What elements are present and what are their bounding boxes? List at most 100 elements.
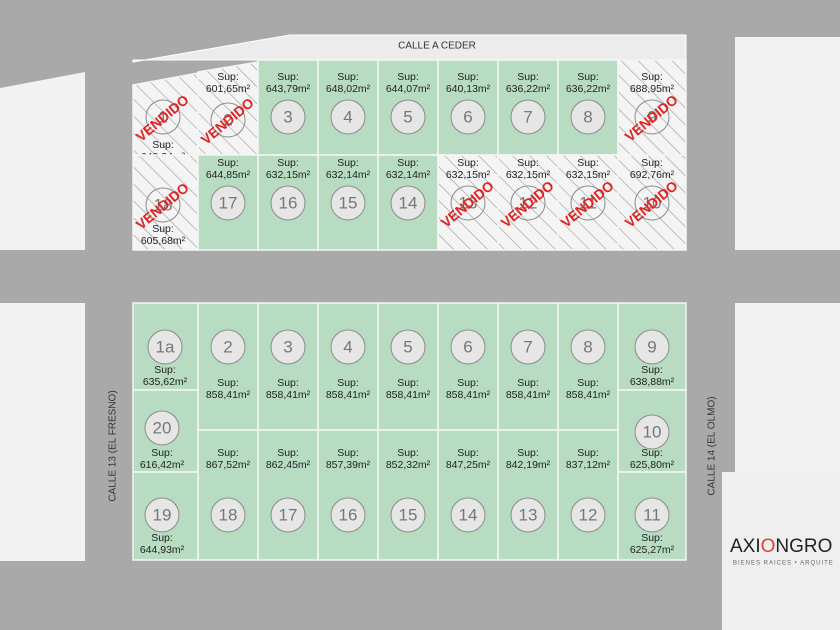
lot-marker — [510, 99, 546, 135]
lot-area-value: 632,15m² — [266, 169, 311, 181]
neighbor-block — [0, 72, 85, 250]
lot-area-value: 858,41m² — [326, 389, 371, 401]
street-name: CALLE A CEDER — [398, 41, 476, 52]
lot-area-value: 636,22m² — [506, 83, 551, 95]
lot-marker — [144, 497, 180, 533]
ceded-strip — [132, 34, 687, 63]
lot: 5 Sup:858,41m² — [377, 302, 439, 431]
lot-area-value: 644,07m² — [386, 83, 431, 95]
area-label: Sup: — [217, 71, 239, 83]
lot-area-value: 643,79m² — [266, 83, 311, 95]
lot-number: 4 — [343, 107, 352, 126]
logo-text: O — [761, 536, 776, 557]
lot-number: 10 — [643, 422, 662, 441]
lot-marker — [390, 185, 426, 221]
lot: 16 Sup:632,15m² — [257, 154, 319, 251]
street-name: CALLE 14 (EL OLMO) — [707, 396, 718, 495]
area-label: Sup: — [397, 447, 419, 459]
neighbor-block — [735, 37, 840, 250]
lot-area-value: 858,41m² — [206, 389, 251, 401]
area-label: Sup: — [641, 157, 663, 169]
lot-area-value: 632,14m² — [326, 169, 371, 181]
lot-area-value: 636,22m² — [566, 83, 611, 95]
lot-marker — [147, 329, 183, 365]
lot: 19 Sup:644,93m² — [132, 471, 199, 561]
lot-marker — [210, 102, 246, 138]
lot-marker — [510, 329, 546, 365]
lot-marker — [390, 497, 426, 533]
lot-area — [617, 154, 687, 251]
lot: 15 Sup:632,14m² — [317, 154, 379, 251]
lot-area — [132, 154, 199, 251]
lot-number: 12 — [519, 193, 538, 212]
area-label: Sup: — [397, 377, 419, 389]
lot-area-value: 625,27m² — [630, 544, 675, 556]
lot: 7 Sup:858,41m² — [497, 302, 559, 431]
lot-area-value: 605,68m² — [141, 235, 186, 247]
lot-marker — [634, 414, 670, 450]
logo-text: AXI — [730, 536, 761, 557]
lot-marker — [270, 99, 306, 135]
area-label: Sup: — [457, 157, 479, 169]
area-label: Sup: — [457, 447, 479, 459]
area-label: Sup: — [277, 71, 299, 83]
lot-area — [557, 429, 619, 561]
lot: 16 Sup:857,39m² — [317, 429, 379, 561]
lot-area-value: 632,14m² — [386, 169, 431, 181]
lot-area — [377, 302, 439, 431]
lot-area-value: 858,41m² — [566, 389, 611, 401]
area-label: Sup: — [517, 71, 539, 83]
lot-marker — [570, 329, 606, 365]
area-label: Sup: — [337, 377, 359, 389]
logo-tagline: BIENES RAICES • ARQUITE — [733, 561, 834, 567]
lot: 6 Sup:640,13m² — [437, 59, 499, 156]
area-label: Sup: — [217, 447, 239, 459]
lot-number: 13 — [519, 505, 538, 524]
lot-number: 18 — [219, 505, 238, 524]
lot-number: 1 — [158, 107, 167, 126]
area-label: Sup: — [397, 157, 419, 169]
lot: 3 Sup:858,41m² — [257, 302, 319, 431]
lot-area-value: 644,85m² — [206, 169, 251, 181]
lot: 2 Sup:858,41m² — [197, 302, 259, 431]
area-label: Sup: — [457, 377, 479, 389]
lot-area — [437, 154, 499, 251]
lot: 1a Sup:635,62m² — [132, 302, 199, 391]
lot-marker — [145, 187, 181, 223]
lot-area — [617, 59, 687, 156]
lot-number: 19 — [153, 505, 172, 524]
lot: 10 Sup:625,80m² — [617, 389, 687, 473]
lot: 5 Sup:644,07m² — [377, 59, 439, 156]
lot-marker — [450, 329, 486, 365]
lot-marker — [634, 497, 670, 533]
lot-number: 17 — [219, 193, 238, 212]
area-label: Sup: — [337, 71, 359, 83]
area-label: Sup: — [577, 447, 599, 459]
lot: 7 Sup:636,22m² — [497, 59, 559, 156]
area-label: Sup: — [217, 157, 239, 169]
lot: 4 Sup:648,02m² — [317, 59, 379, 156]
lot-number: 9 — [647, 107, 656, 126]
lot-area — [497, 429, 559, 561]
logo-box — [722, 472, 840, 630]
lot-area — [317, 429, 379, 561]
lot-marker — [510, 497, 546, 533]
area-label: Sup: — [151, 532, 173, 544]
lot-number: 16 — [279, 193, 298, 212]
area-label: Sup: — [641, 364, 663, 376]
lot: 3 Sup:643,79m² — [257, 59, 319, 156]
lot-number: 6 — [463, 337, 472, 356]
lot-area-value: 648,02m² — [326, 83, 371, 95]
lot-area-value: 852,32m² — [386, 459, 431, 471]
area-label: Sup: — [641, 447, 663, 459]
lot-marker — [450, 497, 486, 533]
lot-marker — [270, 329, 306, 365]
lot: 8 Sup:636,22m² — [557, 59, 619, 156]
lot-marker — [450, 99, 486, 135]
